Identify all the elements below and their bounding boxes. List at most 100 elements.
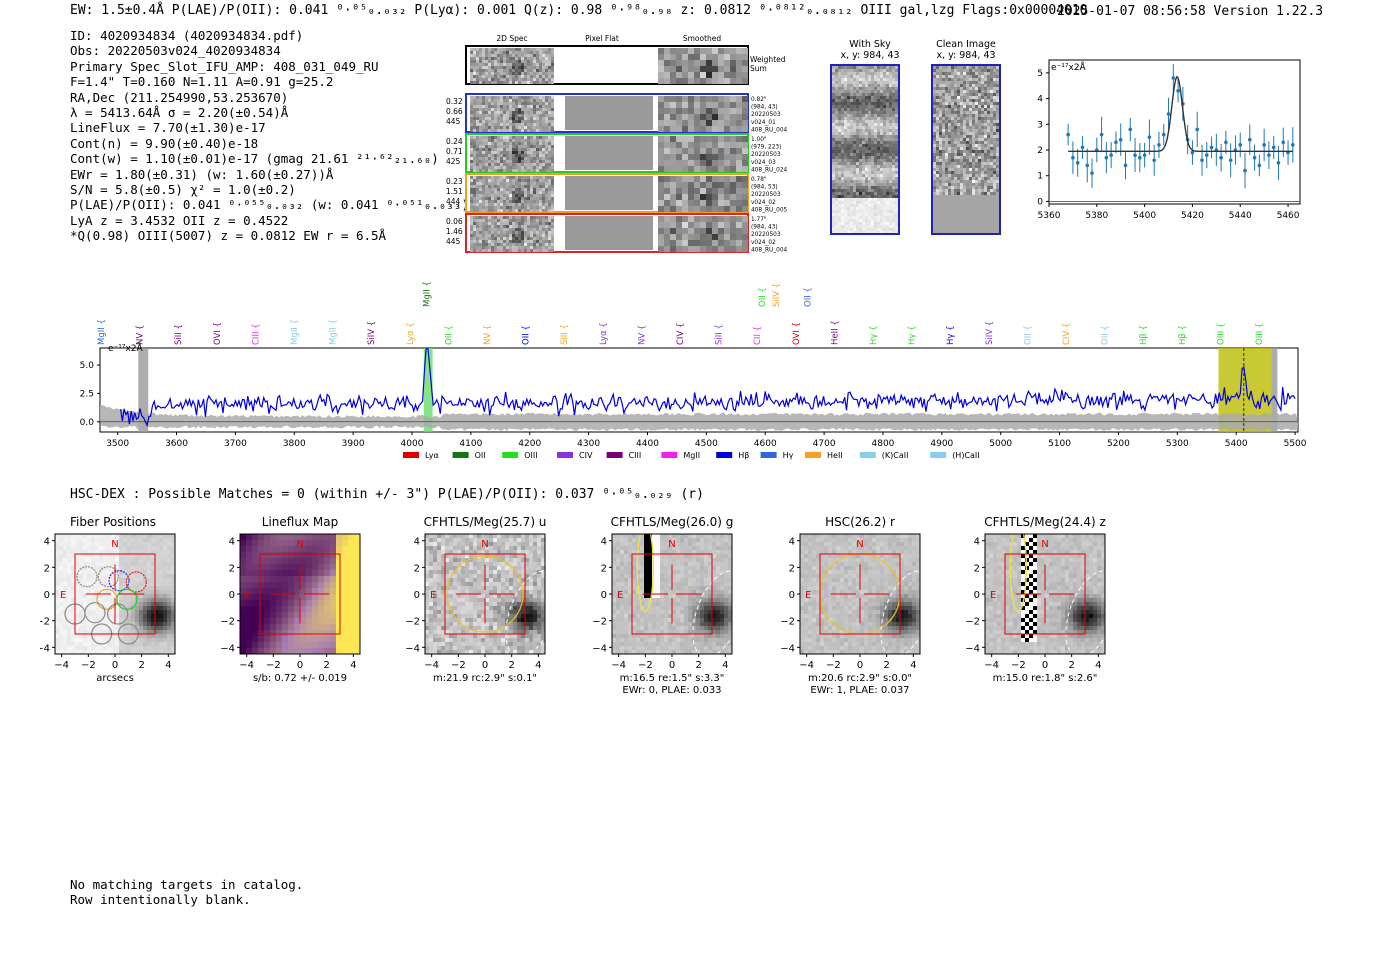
sky-pixel — [883, 228, 886, 231]
clean-pixel — [948, 111, 951, 114]
clean-pixel — [960, 117, 963, 120]
clean-pixel — [942, 111, 945, 114]
clean-pixel — [945, 102, 948, 105]
cutout-pixel — [536, 99, 539, 102]
sky-pixel — [880, 228, 883, 231]
sky-pixel — [841, 219, 844, 222]
cutout-pixel — [670, 206, 676, 212]
cutout-pixel — [473, 225, 476, 228]
clean-pixel — [978, 114, 981, 117]
clean-pixel — [954, 174, 957, 177]
cutout-pixel — [524, 117, 527, 120]
hsc-pixel — [159, 534, 163, 538]
cutout-pixel — [536, 123, 539, 126]
cutout-pixel — [491, 160, 494, 163]
clean-pixel — [954, 114, 957, 117]
clean-pixel — [990, 153, 993, 156]
clean-pixel — [957, 114, 960, 117]
clean-pixel — [957, 207, 960, 210]
cutout-pixel — [470, 57, 473, 60]
clean-pixel — [948, 66, 951, 69]
clean-pixel — [954, 150, 957, 153]
cutout-pixel — [712, 120, 718, 126]
sky-pixel — [895, 216, 898, 219]
sky-pixel — [850, 201, 853, 204]
clean-pixel — [948, 87, 951, 90]
cutout-pixel — [521, 185, 524, 188]
cutout-pixel — [742, 222, 748, 228]
cutout-pixel — [470, 216, 473, 219]
sky-pixel — [874, 189, 877, 192]
cutout-pixel — [551, 219, 554, 222]
cutout-pixel — [497, 228, 500, 231]
cutout-pixel — [470, 126, 473, 129]
sky-pixel — [874, 150, 877, 153]
hsc-pixel — [59, 538, 63, 542]
cutout-pixel — [494, 219, 497, 222]
cutout-pixel — [524, 66, 527, 69]
clean-pixel — [984, 90, 987, 93]
clean-pixel — [987, 156, 990, 159]
sky-pixel — [850, 207, 853, 210]
sky-pixel — [832, 69, 835, 72]
sky-pixel — [883, 132, 886, 135]
sky-pixel — [853, 225, 856, 228]
clean-pixel — [963, 129, 966, 132]
sky-pixel — [895, 90, 898, 93]
sky-pixel — [892, 201, 895, 204]
cutout-pixel — [494, 123, 497, 126]
cutout-pixel — [545, 179, 548, 182]
sky-pixel — [883, 129, 886, 132]
clean-pixel — [942, 99, 945, 102]
cutout-pixel — [494, 60, 497, 63]
clean-pixel — [960, 111, 963, 114]
clean-pixel — [945, 84, 948, 87]
clean-pixel — [996, 192, 999, 195]
sky-pixel — [853, 69, 856, 72]
cutout-pixel — [476, 182, 479, 185]
clean-pixel — [945, 144, 948, 147]
cutout-pixel — [536, 194, 539, 197]
cutout-pixel — [706, 60, 712, 66]
clean-pixel — [954, 192, 957, 195]
cutout-pixel — [485, 148, 488, 151]
cutout-pixel — [533, 78, 536, 81]
clean-pixel — [990, 207, 993, 210]
sky-pixel — [889, 93, 892, 96]
clean-pixel — [939, 126, 942, 129]
cutout-pixel — [670, 78, 676, 84]
cutout-pixel — [479, 63, 482, 66]
clean-pixel — [966, 99, 969, 102]
line-label: SiII { — [174, 324, 184, 345]
cutout-pixel — [527, 185, 530, 188]
clean-pixel — [975, 231, 978, 234]
sky-pixel — [877, 111, 880, 114]
hsc-pixel — [159, 538, 163, 542]
cutout-pixel — [700, 188, 706, 194]
sky-pixel — [871, 72, 874, 75]
cutout-pixel — [479, 197, 482, 200]
cutout-pixel — [470, 200, 473, 203]
clean-pixel — [975, 150, 978, 153]
cutout-pixel — [724, 216, 730, 222]
cutout-pixel — [530, 69, 533, 72]
clean-pixel — [969, 108, 972, 111]
clean-pixel — [987, 132, 990, 135]
clean-pixel — [975, 96, 978, 99]
clean-pixel — [942, 144, 945, 147]
sky-pixel — [835, 114, 838, 117]
sky-pixel — [880, 96, 883, 99]
sky-pixel — [838, 195, 841, 198]
clean-pixel — [981, 177, 984, 180]
cutout-pixel — [494, 136, 497, 139]
clean-pixel — [945, 177, 948, 180]
cutout-pixel — [503, 237, 506, 240]
clean-pixel — [975, 78, 978, 81]
clean-pixel — [957, 66, 960, 69]
zoom-data-point — [1276, 161, 1281, 165]
sky-pixel — [883, 156, 886, 159]
cutout-pixel — [515, 249, 518, 252]
sky-pixel — [862, 69, 865, 72]
spectrum-xtick-label: 3900 — [342, 439, 365, 449]
cutout-pixel — [536, 139, 539, 142]
